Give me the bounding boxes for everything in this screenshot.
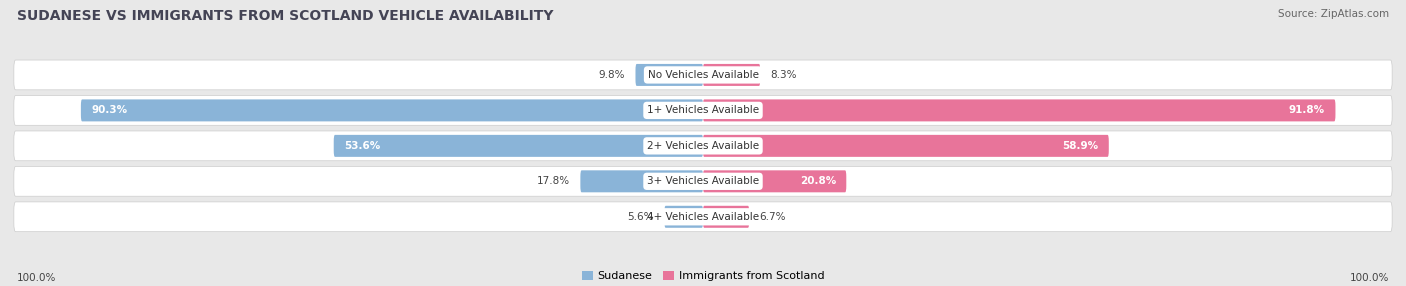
FancyBboxPatch shape <box>703 135 1109 157</box>
Text: 3+ Vehicles Available: 3+ Vehicles Available <box>647 176 759 186</box>
Legend: Sudanese, Immigrants from Scotland: Sudanese, Immigrants from Scotland <box>578 266 828 286</box>
FancyBboxPatch shape <box>636 64 703 86</box>
Text: No Vehicles Available: No Vehicles Available <box>648 70 758 80</box>
FancyBboxPatch shape <box>14 166 1392 196</box>
FancyBboxPatch shape <box>14 131 1392 161</box>
FancyBboxPatch shape <box>82 100 703 121</box>
Text: 9.8%: 9.8% <box>599 70 626 80</box>
FancyBboxPatch shape <box>14 96 1392 125</box>
Text: 53.6%: 53.6% <box>344 141 380 151</box>
Text: Source: ZipAtlas.com: Source: ZipAtlas.com <box>1278 9 1389 19</box>
Text: 91.8%: 91.8% <box>1289 106 1324 115</box>
Text: 4+ Vehicles Available: 4+ Vehicles Available <box>647 212 759 222</box>
Text: 8.3%: 8.3% <box>770 70 797 80</box>
FancyBboxPatch shape <box>703 100 1336 121</box>
Text: 1+ Vehicles Available: 1+ Vehicles Available <box>647 106 759 115</box>
Text: 17.8%: 17.8% <box>537 176 569 186</box>
FancyBboxPatch shape <box>665 206 703 228</box>
FancyBboxPatch shape <box>333 135 703 157</box>
FancyBboxPatch shape <box>703 64 761 86</box>
FancyBboxPatch shape <box>703 170 846 192</box>
Text: 100.0%: 100.0% <box>17 273 56 283</box>
FancyBboxPatch shape <box>703 206 749 228</box>
Text: 20.8%: 20.8% <box>800 176 837 186</box>
Text: 2+ Vehicles Available: 2+ Vehicles Available <box>647 141 759 151</box>
Text: 58.9%: 58.9% <box>1063 141 1098 151</box>
FancyBboxPatch shape <box>14 60 1392 90</box>
Text: SUDANESE VS IMMIGRANTS FROM SCOTLAND VEHICLE AVAILABILITY: SUDANESE VS IMMIGRANTS FROM SCOTLAND VEH… <box>17 9 554 23</box>
Text: 5.6%: 5.6% <box>627 212 654 222</box>
Text: 90.3%: 90.3% <box>91 106 128 115</box>
FancyBboxPatch shape <box>581 170 703 192</box>
Text: 6.7%: 6.7% <box>759 212 786 222</box>
Text: 100.0%: 100.0% <box>1350 273 1389 283</box>
FancyBboxPatch shape <box>14 202 1392 232</box>
